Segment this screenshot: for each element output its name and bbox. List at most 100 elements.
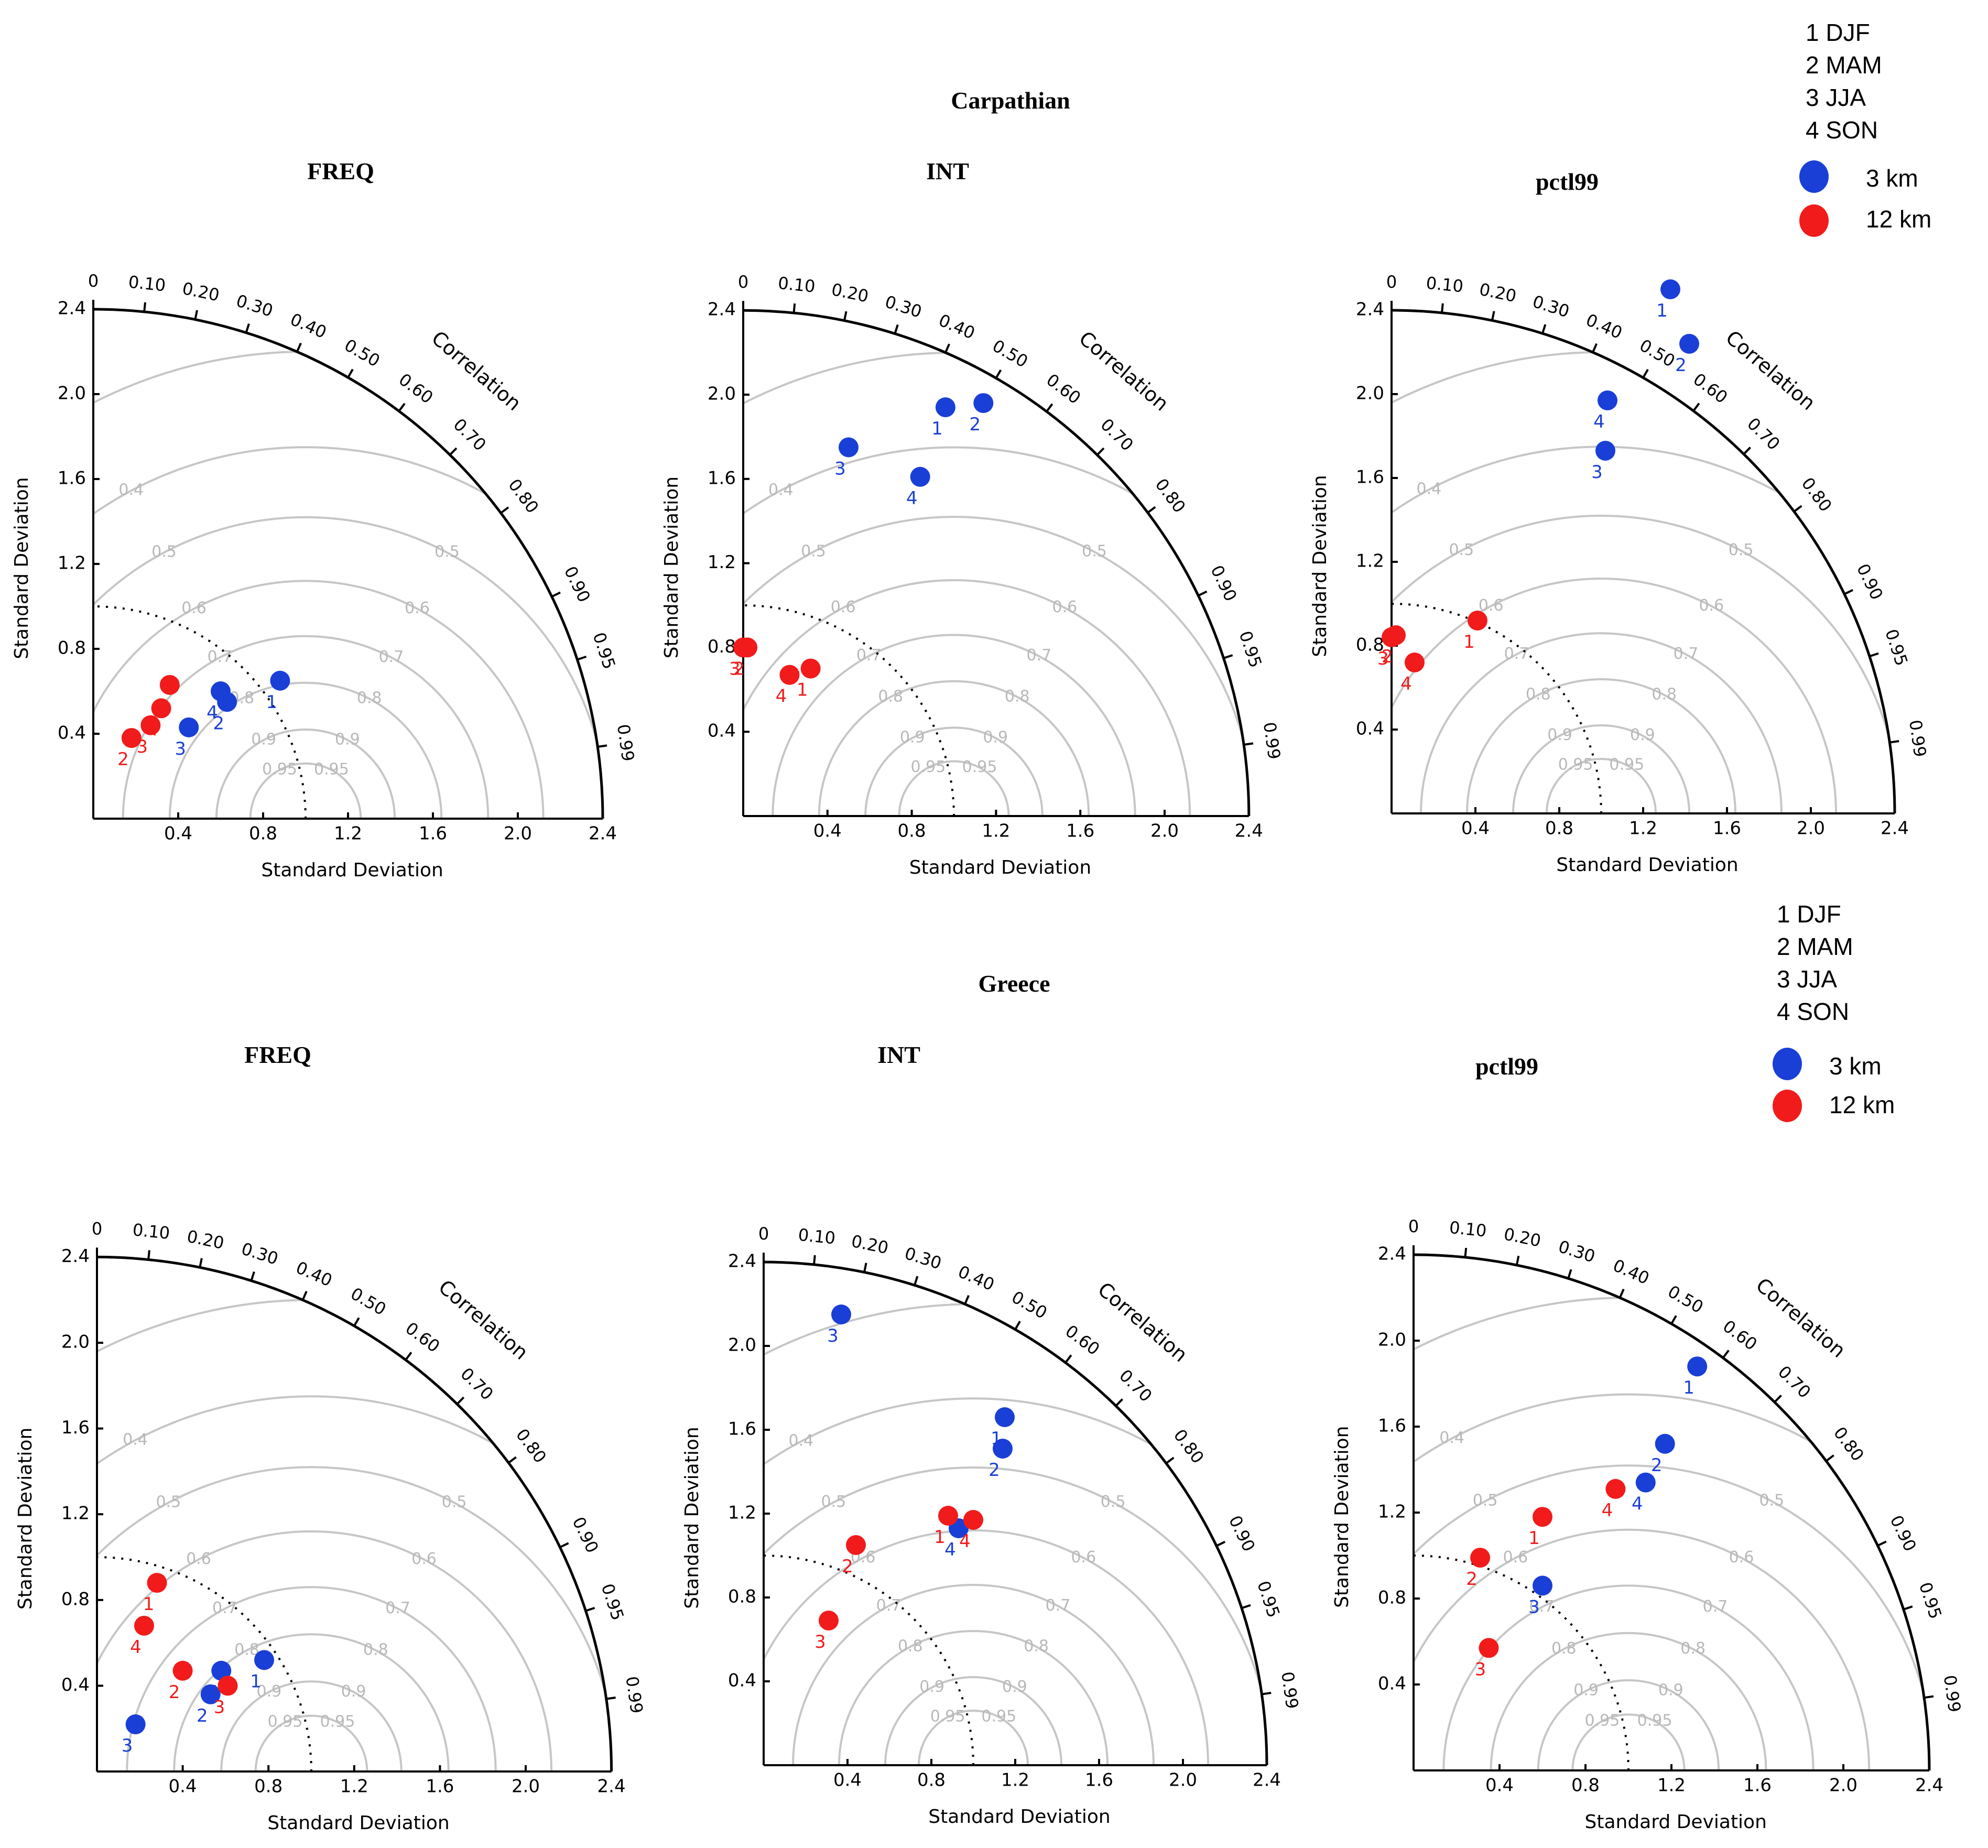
- correlation-tick: [353, 1317, 360, 1327]
- rms-label: 0.9: [1630, 726, 1655, 744]
- correlation-tick: [449, 447, 458, 456]
- rms-arc: [215, 728, 396, 819]
- x-tick-label: 0.8: [1545, 818, 1573, 839]
- correlation-tick: [559, 1542, 569, 1548]
- correlation-tick: [1793, 505, 1802, 513]
- correlation-tick: [296, 342, 302, 352]
- rms-arc: [818, 680, 1090, 816]
- correlation-tick: [995, 369, 1002, 379]
- correlation-tick: [508, 1456, 517, 1464]
- data-point-label: 4: [776, 686, 787, 707]
- correlation-tick: [1692, 403, 1700, 412]
- correlation-arc: [763, 1260, 1268, 1766]
- x-tick-label: 1.2: [982, 821, 1010, 842]
- x-tick-label: 0.8: [254, 1776, 283, 1797]
- data-point: [800, 658, 821, 679]
- correlation-tick: [1722, 1350, 1730, 1359]
- data-point-label: 3: [175, 738, 186, 759]
- data-point: [846, 1535, 866, 1555]
- data-point-label: 2: [1675, 355, 1687, 376]
- panel-title-carpathian-freq: FREQ: [307, 158, 374, 184]
- y-tick-label: 0.4: [1356, 719, 1384, 740]
- x-tick-label: 0.8: [1571, 1775, 1600, 1796]
- rms-label: 0.5: [1449, 541, 1474, 559]
- rms-arc: [792, 1584, 1155, 1765]
- data-point-label: 3: [1528, 1596, 1540, 1617]
- rms-label: 0.5: [1101, 1493, 1126, 1511]
- rms-arc: [1537, 1679, 1720, 1770]
- rms-arc: [93, 516, 603, 819]
- rms-arc: [898, 760, 1010, 816]
- rms-label: 0.6: [1503, 1548, 1528, 1567]
- correlation-tick: [398, 403, 406, 412]
- y-tick-label: 1.6: [728, 1419, 756, 1440]
- rms-arc: [764, 1466, 1267, 1765]
- data-point-label: 3: [122, 1735, 133, 1756]
- legend-label-3km: 3 km: [1866, 165, 1918, 192]
- rms-arc: [126, 1586, 497, 1771]
- y-tick-label: 0.4: [1378, 1673, 1406, 1694]
- rms-label: 0.7: [1026, 646, 1051, 665]
- correlation-tick: [1064, 1354, 1072, 1364]
- y-tick-label: 2.0: [1378, 1330, 1406, 1351]
- correlation-tick-label: 0: [758, 1224, 769, 1244]
- correlation-arc: [743, 309, 1251, 817]
- correlation-tick: [1618, 1288, 1625, 1298]
- y-tick-label: 1.2: [728, 1503, 756, 1524]
- rms-label: 0.95: [268, 1713, 303, 1731]
- rms-label: 0.95: [1637, 1711, 1672, 1730]
- data-point: [1679, 334, 1699, 354]
- data-point: [993, 1439, 1013, 1459]
- y-axis-title: Standard Deviation: [11, 477, 32, 659]
- rms-label: 0.6: [1479, 596, 1504, 615]
- rms-label: 0.6: [1699, 596, 1724, 615]
- x-tick-label: 1.2: [340, 1776, 368, 1797]
- correlation-tick: [585, 1606, 595, 1612]
- data-point: [1479, 1638, 1499, 1658]
- correlation-tick: [301, 1291, 308, 1301]
- rms-label: 0.7: [1703, 1597, 1728, 1616]
- correlation-tick: [1115, 1398, 1124, 1407]
- data-point: [270, 670, 290, 691]
- y-tick-label: 0.8: [708, 636, 736, 657]
- rms-label: 0.95: [981, 1708, 1016, 1726]
- rms-arc: [743, 446, 1249, 816]
- correlation-tick: [1592, 343, 1598, 353]
- y-axis-title: Standard Deviation: [681, 1427, 703, 1608]
- data-point: [973, 393, 994, 414]
- correlation-tick: [1877, 1540, 1887, 1547]
- y-tick-label: 0.4: [708, 721, 736, 742]
- data-point: [1655, 1433, 1675, 1454]
- panel-title-greece-int: INT: [877, 1041, 920, 1068]
- data-point-label: 2: [197, 1705, 208, 1726]
- rms-label: 0.4: [118, 481, 144, 499]
- data-point: [1660, 279, 1680, 299]
- data-point-label: 4: [1632, 1494, 1643, 1515]
- data-point-label: 1: [143, 1594, 155, 1615]
- x-axis-title: Standard Deviation: [267, 1812, 449, 1834]
- x-tick-label: 1.6: [1085, 1770, 1113, 1791]
- data-point-label: 3: [214, 1697, 225, 1717]
- legend-marker-12km: [1773, 1090, 1802, 1122]
- data-point-label: 1: [934, 1527, 946, 1548]
- rms-label: 0.8: [1551, 1639, 1577, 1658]
- data-point-label: 3: [1475, 1659, 1486, 1680]
- correlation-tick: [577, 655, 587, 661]
- x-tick-label: 1.2: [1657, 1775, 1686, 1796]
- y-axis-title: Standard Deviation: [1309, 475, 1331, 657]
- data-point-label: 3: [1591, 462, 1603, 483]
- correlation-tick: [1262, 1692, 1272, 1695]
- rms-arc: [93, 446, 603, 819]
- data-point: [1405, 653, 1425, 672]
- rms-label: 0.95: [1585, 1711, 1620, 1730]
- data-point-label: 4: [906, 488, 918, 509]
- y-tick-label: 1.6: [708, 468, 736, 488]
- rms-arc: [884, 1676, 1062, 1765]
- rms-label: 0.7: [385, 1599, 410, 1617]
- data-point-label: 1: [1528, 1528, 1540, 1549]
- data-point-label: 4: [130, 1637, 142, 1658]
- x-tick-label: 1.6: [1713, 818, 1741, 839]
- rms-label: 0.8: [1680, 1639, 1705, 1658]
- rms-arc: [93, 580, 545, 819]
- panel-title-carpathian-pctl99: pctl99: [1536, 168, 1599, 195]
